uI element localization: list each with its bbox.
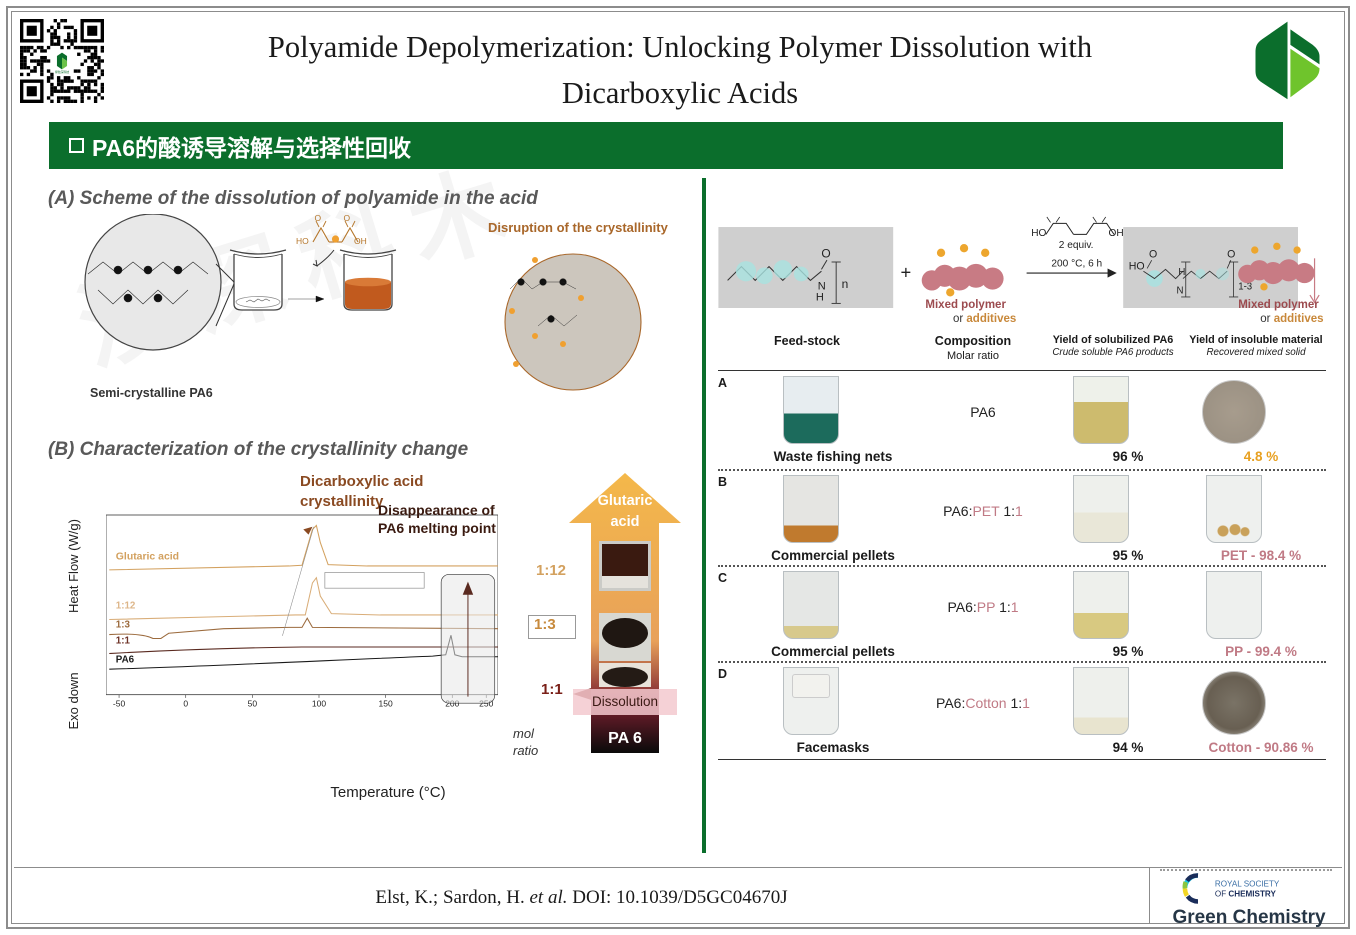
svg-text:50: 50 xyxy=(248,698,258,708)
svg-text:1:12: 1:12 xyxy=(116,600,136,611)
svg-text:Glutaric: Glutaric xyxy=(598,493,653,509)
svg-text:PA 6: PA 6 xyxy=(608,730,642,747)
svg-text:N: N xyxy=(1177,285,1184,296)
svg-text:or additives: or additives xyxy=(1260,313,1323,325)
svg-text:O: O xyxy=(315,214,322,223)
svg-text:1:1: 1:1 xyxy=(116,636,131,647)
svg-text:Semi-crystalline PA6: Semi-crystalline PA6 xyxy=(90,386,213,400)
svg-text:-50: -50 xyxy=(113,698,126,708)
svg-text:Mixed polymer: Mixed polymer xyxy=(1238,299,1319,311)
svg-text:200 °C, 6 h: 200 °C, 6 h xyxy=(1051,259,1102,270)
svg-text:ROYAL SOCIETY: ROYAL SOCIETY xyxy=(1215,880,1280,889)
svg-text:0: 0 xyxy=(183,698,188,708)
svg-text:HO: HO xyxy=(1129,260,1145,272)
svg-text:H: H xyxy=(1178,267,1185,278)
svg-text:n: n xyxy=(842,277,849,291)
svg-text:100: 100 xyxy=(312,698,326,708)
svg-text:O: O xyxy=(821,246,830,260)
svg-text:PA6: PA6 xyxy=(116,655,135,666)
svg-text:OF CHEMISTRY: OF CHEMISTRY xyxy=(1215,889,1277,898)
svg-text:1:3: 1:3 xyxy=(116,619,131,630)
svg-text:2 equiv.: 2 equiv. xyxy=(1059,240,1094,251)
svg-text:O: O xyxy=(344,214,351,223)
svg-text:150: 150 xyxy=(379,698,393,708)
svg-text:Dissolution: Dissolution xyxy=(592,694,658,709)
svg-text:绿色深科技: 绿色深科技 xyxy=(55,70,69,74)
svg-text:acid: acid xyxy=(610,514,639,530)
svg-text:O: O xyxy=(1149,248,1157,260)
svg-text:Disruption of the crystallinit: Disruption of the crystallinity xyxy=(488,220,669,235)
svg-text:HO: HO xyxy=(1031,228,1046,239)
svg-text:+: + xyxy=(901,262,912,283)
svg-text:O: O xyxy=(1227,248,1235,260)
svg-text:H: H xyxy=(816,292,824,304)
svg-text:Mixed polymer: Mixed polymer xyxy=(925,299,1006,311)
svg-text:Glutaric acid: Glutaric acid xyxy=(116,551,179,562)
svg-text:OH: OH xyxy=(1108,228,1123,239)
svg-text:or additives: or additives xyxy=(953,313,1016,325)
svg-text:HO: HO xyxy=(296,236,309,246)
svg-text:1-3: 1-3 xyxy=(1238,282,1252,293)
